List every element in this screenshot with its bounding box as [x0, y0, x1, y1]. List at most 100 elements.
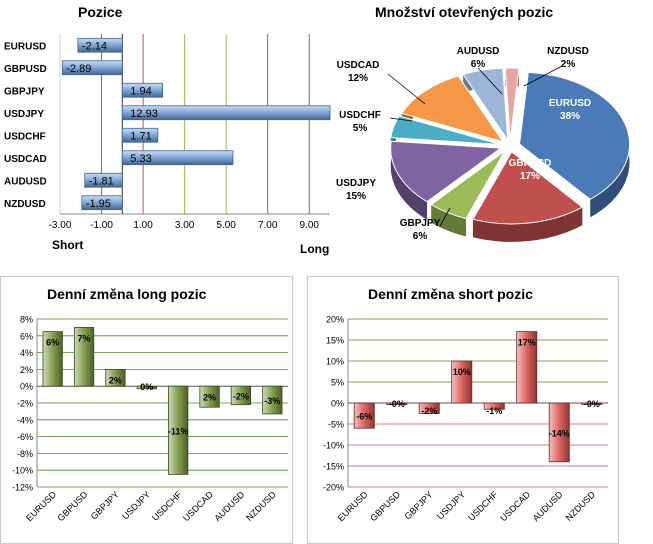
pozice-data-label: 5.33: [130, 153, 151, 165]
bar-data-label: 7%: [78, 333, 91, 343]
pozice-category-label: NZDUSD: [4, 199, 46, 210]
bar-data-label: -3%: [264, 396, 280, 406]
pozice-data-label: -2.14: [82, 40, 107, 52]
bar-data-label: -2%: [233, 391, 249, 401]
x-category-label: GBPUSD: [368, 489, 402, 523]
pie-slice: [518, 71, 631, 200]
x-category-label: AUDUSD: [531, 489, 565, 523]
pozice-category-label: USDJPY: [4, 109, 44, 120]
y-tick-label: -5%: [328, 420, 344, 430]
pie-leader-line: [387, 73, 426, 105]
pie-slice-label: NZDUSD: [547, 46, 589, 57]
pozice-bar: [81, 195, 123, 211]
pie-slice: [390, 115, 501, 146]
short-change-plot: 20% 15% 10% 5% 0% -5% -10% -15% -20% -6% EURUSD -0%…: [323, 315, 608, 523]
y-tick-label: -8%: [17, 449, 33, 459]
y-tick-label: -15%: [323, 462, 344, 472]
pie-chart: EURUSD 38% GBPUSD 17% GBPJPY 6% USDJPY 15% USDCH…: [330, 26, 653, 256]
y-tick-label: 5%: [331, 378, 344, 388]
pozice-bar: [61, 60, 123, 76]
short-change-chart: Denní změna short pozic 20% 15% 10% 5% 0% -5%…: [307, 276, 619, 544]
pozice-category-label: GBPJPY: [4, 86, 45, 97]
bar-data-label: -2%: [421, 406, 437, 416]
pie-leader-line: [389, 117, 413, 122]
x-category-label: NZDUSD: [564, 489, 598, 523]
bar-data-label: -0%: [389, 399, 405, 409]
bar-data-label: 17%: [518, 338, 536, 348]
bar: [353, 402, 375, 429]
long-change-plot: 8% 6% 4% 2% 0% -2% -4% -6% -8% -10% -12% 6% EURUSD 7%…: [12, 315, 288, 523]
x-category-label: USDCHF: [150, 489, 184, 523]
pie-slice-side: [472, 207, 583, 242]
pozice-data-label: 1.71: [130, 130, 151, 142]
pozice-x-tick: -1.00: [90, 220, 113, 231]
y-tick-label: 10%: [326, 357, 344, 367]
y-tick-label: 4%: [20, 348, 33, 358]
pozice-category-label: USDCHF: [4, 131, 46, 142]
x-category-label: NZDUSD: [244, 489, 278, 523]
pie-slice-value: 12%: [348, 73, 368, 84]
bar-data-label: -11%: [168, 426, 189, 436]
pie-slice-value: 5%: [353, 123, 368, 134]
pie-slice-value: 38%: [560, 111, 580, 122]
pie-slice-value: 6%: [413, 231, 428, 242]
x-category-label: GBPJPY: [402, 489, 434, 521]
long-change-chart: Denní změna long pozic 8% 6% 4% 2% 0% -2% -4% -…: [0, 276, 293, 544]
bar: [105, 369, 126, 387]
pozice-title: Pozice: [78, 4, 123, 20]
short-change-title: Denní změna short pozic: [368, 286, 533, 302]
pie-slice-label: USDCHF: [339, 110, 381, 121]
pozice-data-label: 12.93: [130, 108, 158, 120]
x-category-label: USDCHF: [466, 489, 500, 523]
bar: [516, 331, 538, 404]
pozice-data-label: -1.95: [86, 198, 111, 210]
pozice-x-tick: 3.00: [175, 220, 195, 231]
pie-slice-value: 15%: [346, 191, 366, 202]
x-category-label: GBPUSD: [56, 489, 90, 523]
bar-data-label: 2%: [109, 375, 122, 385]
y-tick-label: 0%: [331, 399, 344, 409]
y-tick-label: -6%: [17, 432, 33, 442]
bar: [42, 331, 63, 387]
pozice-category-label: GBPUSD: [4, 64, 47, 75]
bar: [548, 402, 570, 463]
bar: [581, 402, 603, 405]
y-tick-label: -4%: [17, 415, 33, 425]
bar: [136, 385, 157, 390]
bar: [483, 402, 505, 410]
y-tick-label: -2%: [17, 399, 33, 409]
y-tick-label: 15%: [326, 336, 344, 346]
x-category-label: USDCAD: [181, 489, 215, 523]
pozice-bar: [121, 105, 331, 121]
pozice-chart: -3.00 -1.00 1.00 3.00 5.00 7.00 9.00 EURUSD -2.1…: [0, 26, 340, 260]
bar: [262, 385, 283, 415]
pozice-category-label: EURUSD: [4, 41, 46, 52]
pozice-x-tick: 5.00: [216, 220, 236, 231]
y-tick-label: 8%: [20, 315, 33, 325]
bar: [199, 385, 220, 408]
long-label: Long: [300, 242, 330, 256]
bar: [386, 402, 408, 405]
x-category-label: EURUSD: [336, 489, 370, 523]
pie-leader-line: [439, 207, 451, 227]
pie-slice-value: 17%: [520, 171, 540, 182]
pie-leader-line: [477, 67, 503, 95]
pie-leader-line: [523, 65, 563, 87]
pie-slice-value: 6%: [471, 59, 486, 70]
x-category-label: AUDUSD: [212, 489, 246, 523]
bar-data-label: 6%: [46, 338, 59, 348]
bar: [73, 327, 95, 387]
bar-data-label: 10%: [453, 367, 471, 377]
pozice-data-label: -1.81: [89, 175, 114, 187]
x-category-label: EURUSD: [24, 489, 58, 523]
pozice-bar: [121, 150, 234, 166]
short-label: Short: [52, 238, 84, 252]
pie-title: Množství otevřených pozic: [375, 4, 554, 20]
pozice-x-tick: 9.00: [299, 220, 319, 231]
bar-data-label: -1%: [486, 406, 502, 416]
pie-slice-label: EURUSD: [549, 98, 591, 109]
pozice-data-label: -2.89: [66, 63, 91, 75]
pie-slice-side: [390, 141, 428, 220]
bar-data-label: -14%: [549, 428, 570, 438]
x-category-label: USDCAD: [498, 489, 532, 523]
